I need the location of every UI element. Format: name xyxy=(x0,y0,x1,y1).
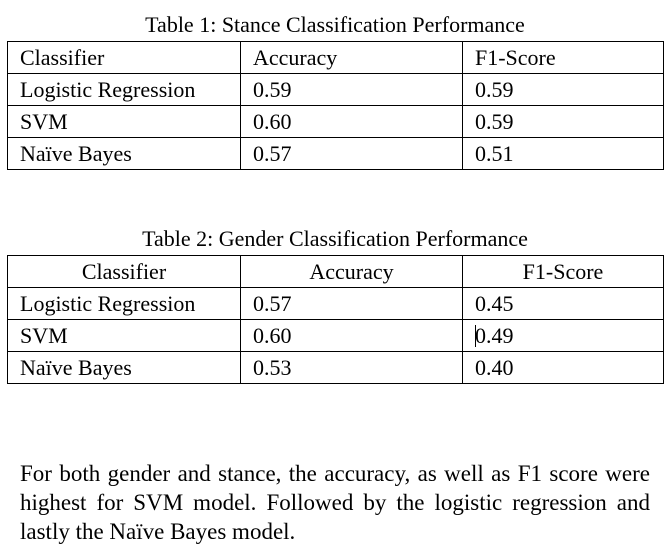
gender-performance-table: Classifier Accuracy F1-Score Logistic Re… xyxy=(7,255,664,384)
cell-classifier: Naïve Bayes xyxy=(7,137,241,170)
cell-accuracy: 0.57 xyxy=(240,287,463,320)
cell-accuracy: 0.60 xyxy=(240,319,463,352)
cell-classifier: Logistic Regression xyxy=(7,287,241,320)
cell-accuracy: 0.53 xyxy=(240,351,463,384)
cell-classifier: SVM xyxy=(7,105,241,138)
header-classifier: Classifier xyxy=(7,41,241,74)
text-cursor xyxy=(475,325,476,348)
table-row: SVM 0.60 0.49 xyxy=(7,319,664,352)
cell-f1-score: 0.40 xyxy=(462,351,664,384)
table-row: Logistic Regression 0.57 0.45 xyxy=(7,287,664,320)
header-accuracy: Accuracy xyxy=(240,255,463,288)
table-header-row: Classifier Accuracy F1-Score xyxy=(7,41,664,74)
cell-classifier: Logistic Regression xyxy=(7,73,241,106)
cell-classifier: SVM xyxy=(7,319,241,352)
cell-accuracy: 0.57 xyxy=(240,137,463,170)
cell-f1-score: 0.49 xyxy=(475,322,514,348)
table-row: Logistic Regression 0.59 0.59 xyxy=(7,73,664,106)
header-classifier: Classifier xyxy=(7,255,241,288)
table-row: SVM 0.60 0.59 xyxy=(7,105,664,138)
table2-caption: Table 2: Gender Classification Performan… xyxy=(142,226,528,251)
cell-f1-score: 0.51 xyxy=(462,137,664,170)
summary-paragraph: For both gender and stance, the accuracy… xyxy=(20,461,650,544)
cell-f1-score-with-cursor[interactable]: 0.49 xyxy=(462,319,664,352)
table1-caption: Table 1: Stance Classification Performan… xyxy=(145,12,525,37)
cell-f1-score: 0.59 xyxy=(462,73,664,106)
table-row: Naïve Bayes 0.57 0.51 xyxy=(7,137,664,170)
header-f1-score: F1-Score xyxy=(462,41,664,74)
table-header-row: Classifier Accuracy F1-Score xyxy=(7,255,664,288)
stance-performance-table: Classifier Accuracy F1-Score Logistic Re… xyxy=(7,41,664,170)
table-row: Naïve Bayes 0.53 0.40 xyxy=(7,351,664,384)
header-f1-score: F1-Score xyxy=(462,255,664,288)
cell-accuracy: 0.59 xyxy=(240,73,463,106)
cell-accuracy: 0.60 xyxy=(240,105,463,138)
header-accuracy: Accuracy xyxy=(240,41,463,74)
cell-f1-score: 0.45 xyxy=(462,287,664,320)
cell-f1-score: 0.59 xyxy=(462,105,664,138)
cell-classifier: Naïve Bayes xyxy=(7,351,241,384)
